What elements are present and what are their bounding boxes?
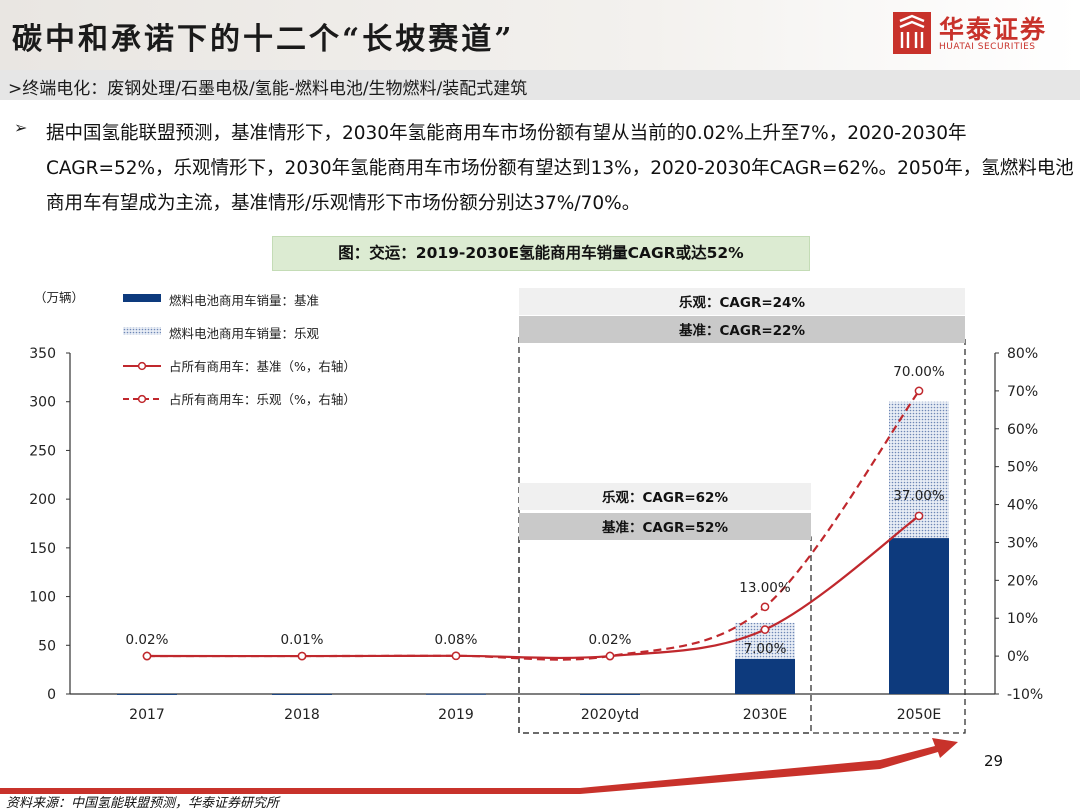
right-tick-label: 40% xyxy=(1007,498,1038,514)
data-label: 0.02% xyxy=(126,632,169,648)
point-baseline xyxy=(760,625,770,634)
right-tick-label: 80% xyxy=(1007,346,1038,362)
page-title: 碳中和承诺下的十二个“长坡赛道” xyxy=(12,22,515,57)
left-tick-label: 350 xyxy=(29,346,56,362)
cagr-box-opt-2050-label: 乐观：CAGR=24% xyxy=(679,294,805,311)
right-tick-label: 10% xyxy=(1007,611,1038,627)
chart: 0 50 100 150 200 250 300 350 （万辆） -10% 0% 10% 20% 30%… xyxy=(0,288,1043,794)
legend-swatch-baseline-bar xyxy=(123,294,161,302)
data-label: 70.00% xyxy=(893,364,945,380)
cagr-box-base-2050-label: 基准：CAGR=22% xyxy=(679,322,805,339)
point-baseline xyxy=(914,511,924,521)
legend-label: 燃料电池商用车销量：乐观 xyxy=(169,326,320,341)
cagr-box-opt-2030 xyxy=(519,483,811,510)
right-tick-label: 30% xyxy=(1007,535,1038,551)
point-baseline xyxy=(142,651,152,661)
point-optimistic xyxy=(760,602,770,612)
chart-title: 图：交运：2019-2030E氢能商用车销量CAGR或达52% xyxy=(272,236,810,271)
subheader: >终端电化：废钢处理/石墨电极/氢能-燃料电池/生物燃料/装配式建筑 xyxy=(8,79,528,99)
title-bar: 碳中和承诺下的十二个“长坡赛道” 华泰证券 HUATAI SECURITIES xyxy=(0,0,1080,70)
legend-label: 占所有商用车：基准（%，右轴） xyxy=(169,359,356,374)
right-tick-label: 70% xyxy=(1007,384,1038,400)
right-tick-label: 60% xyxy=(1007,422,1038,438)
logo-cn: 华泰证券 xyxy=(939,15,1048,44)
data-label: 13.00% xyxy=(739,580,791,596)
point-optimistic xyxy=(914,386,924,396)
left-tick-label: 50 xyxy=(38,638,56,654)
x-tick-label: 2018 xyxy=(284,707,320,723)
left-tick-label: 250 xyxy=(29,443,56,459)
left-tick-label: 150 xyxy=(29,541,56,557)
data-label: 0.01% xyxy=(281,632,324,648)
cagr-box-base-2050 xyxy=(519,316,965,343)
left-tick-label: 0 xyxy=(47,687,56,703)
cagr-box-opt-2030-label: 乐观：CAGR=62% xyxy=(602,489,728,506)
x-tick-label: 2019 xyxy=(438,707,474,723)
data-label: 37.00% xyxy=(893,488,945,504)
decorative-swoosh xyxy=(0,738,958,794)
subheader-bar: >终端电化：废钢处理/石墨电极/氢能-燃料电池/生物燃料/装配式建筑 xyxy=(0,70,1080,100)
bar-baseline xyxy=(426,693,486,695)
x-tick-label: 2017 xyxy=(129,707,165,723)
cagr-box-base-2030 xyxy=(519,513,811,540)
left-tick-label: 200 xyxy=(29,492,56,508)
data-label: 7.00% xyxy=(744,641,787,657)
data-label: 0.08% xyxy=(435,632,478,648)
bar-baseline xyxy=(580,693,640,695)
legend-marker-baseline xyxy=(137,361,147,371)
x-tick-label: 2030E xyxy=(743,707,787,723)
point-baseline xyxy=(451,651,461,661)
company-logo: 华泰证券 HUATAI SECURITIES xyxy=(893,12,1063,56)
right-tick-label: 20% xyxy=(1007,573,1038,589)
legend-label: 占所有商用车：乐观（%，右轴） xyxy=(169,392,356,407)
bar-baseline xyxy=(272,693,332,695)
right-tick-label: 50% xyxy=(1007,460,1038,476)
bullet-text: 据中国氢能联盟预测，基准情形下，2030年氢能商用车市场份额有望从当前的0.02… xyxy=(46,123,1074,214)
line-baseline xyxy=(146,515,920,660)
legend-swatch-optimistic-bar xyxy=(123,327,161,335)
y-unit-label: （万辆） xyxy=(34,290,84,305)
x-tick-label: 2050E xyxy=(897,707,941,723)
page-number: 29 xyxy=(984,752,1004,770)
left-tick-label: 300 xyxy=(29,395,56,411)
logo-en: HUATAI SECURITIES xyxy=(939,42,1036,52)
cagr-box-base-2030-label: 基准：CAGR=52% xyxy=(602,519,728,536)
bar-baseline xyxy=(889,538,949,694)
right-tick-label: -10% xyxy=(1007,687,1043,703)
cagr-box-opt-2050 xyxy=(519,288,965,315)
bullet-arrow-icon: ➢ xyxy=(14,118,28,137)
bar-baseline xyxy=(117,693,177,695)
logo-emblem-icon xyxy=(893,12,931,54)
legend-marker-optimistic xyxy=(137,394,147,404)
right-tick-label: 0% xyxy=(1007,649,1029,665)
point-baseline xyxy=(605,651,615,661)
bar-baseline xyxy=(735,658,795,694)
legend-label: 燃料电池商用车销量：基准 xyxy=(169,293,319,308)
data-label: 0.02% xyxy=(589,632,632,648)
x-tick-label: 2020ytd xyxy=(581,707,639,723)
point-baseline xyxy=(297,651,307,661)
left-tick-label: 100 xyxy=(29,590,56,606)
source-note: 资料来源：中国氢能联盟预测，华泰证券研究所 xyxy=(6,796,280,811)
